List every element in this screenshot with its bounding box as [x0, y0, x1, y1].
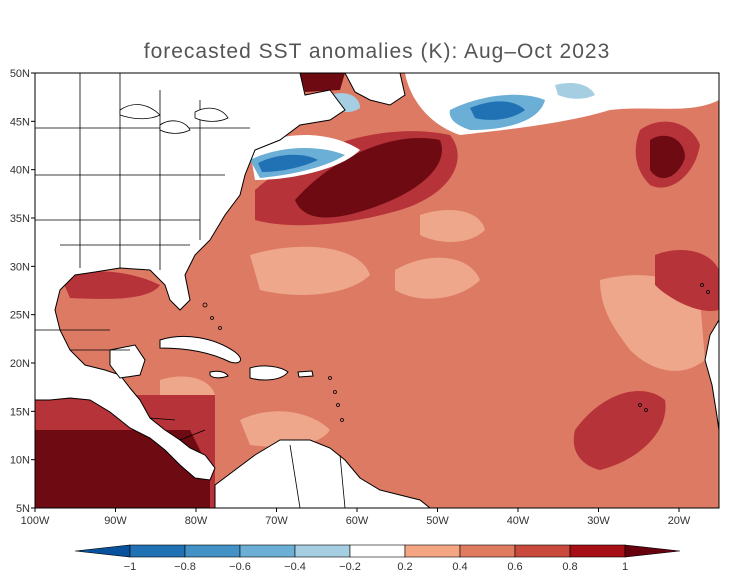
land-jamaica [209, 370, 229, 379]
lon-tick-label: 100W [21, 515, 50, 527]
map-title: forecasted SST anomalies (K): Aug–Oct 20… [143, 40, 611, 63]
plot-frame [34, 72, 720, 509]
colorbar-segment [569, 544, 626, 558]
colorbar-label: 0.4 [452, 561, 467, 573]
colorbar-label: 0.6 [507, 561, 522, 573]
colorbar-label: 0.8 [562, 561, 577, 573]
longitude-axis: 100W 90W 80W 70W 60W 50W 40W 30W 20W [21, 508, 691, 527]
lat-tick-label: 30N [10, 261, 30, 273]
lat-tick-label: 20N [10, 358, 30, 370]
colorbar-segment [184, 544, 241, 558]
latitude-axis: 50N 45N 40N 35N 30N 25N 20N 15N 10N 5N [10, 68, 35, 515]
land-hispaniola [249, 365, 289, 381]
land-cuba [159, 335, 241, 364]
small-islands [202, 283, 710, 422]
colorbar-segment [514, 544, 571, 558]
lat-tick-label: 10N [10, 455, 30, 467]
colorbar-segment [404, 544, 461, 558]
colorbar-label: −0.2 [339, 561, 361, 573]
colorbar-segment [459, 544, 516, 558]
lon-tick-label: 20W [668, 515, 691, 527]
cold-anomaly-region [250, 73, 719, 180]
lat-tick-label: 25N [10, 310, 30, 322]
land-newfoundland [344, 73, 406, 106]
lon-tick-label: 80W [185, 515, 208, 527]
colorbar-segment [349, 544, 406, 558]
colorbar-label: −0.4 [284, 561, 306, 573]
colorbar-segment [74, 544, 131, 558]
lat-tick-label: 45N [10, 116, 30, 128]
colorbar-segment [294, 544, 351, 558]
colorbar-segment [129, 544, 186, 558]
lat-tick-label: 50N [10, 68, 30, 80]
colorbar-label: −1 [124, 561, 137, 573]
lat-tick-label: 35N [10, 213, 30, 225]
colorbar: −1 −0.8 −0.6 −0.4 −0.2 0.2 0.4 0.6 0.8 1 [74, 544, 681, 573]
map-field [35, 73, 719, 508]
lon-tick-label: 60W [346, 515, 369, 527]
colorbar-label: 0.2 [397, 561, 412, 573]
lon-tick-label: 40W [507, 515, 530, 527]
lon-tick-label: 70W [265, 515, 288, 527]
lat-tick-label: 40N [10, 165, 30, 177]
colorbar-label: −0.6 [229, 561, 251, 573]
colorbar-label: −0.8 [174, 561, 196, 573]
land-south-america [214, 439, 431, 508]
lon-tick-label: 50W [426, 515, 449, 527]
lat-tick-label: 5N [16, 503, 30, 515]
lon-tick-label: 30W [587, 515, 610, 527]
lon-tick-label: 90W [104, 515, 127, 527]
lat-tick-label: 15N [10, 406, 30, 418]
land-africa [704, 319, 719, 431]
colorbar-segment [239, 544, 296, 558]
land-yucatan [109, 344, 146, 379]
land-puerto-rico [297, 370, 314, 378]
colorbar-segment [624, 544, 681, 558]
political-borders [35, 73, 346, 508]
colorbar-label: 1 [622, 561, 628, 573]
